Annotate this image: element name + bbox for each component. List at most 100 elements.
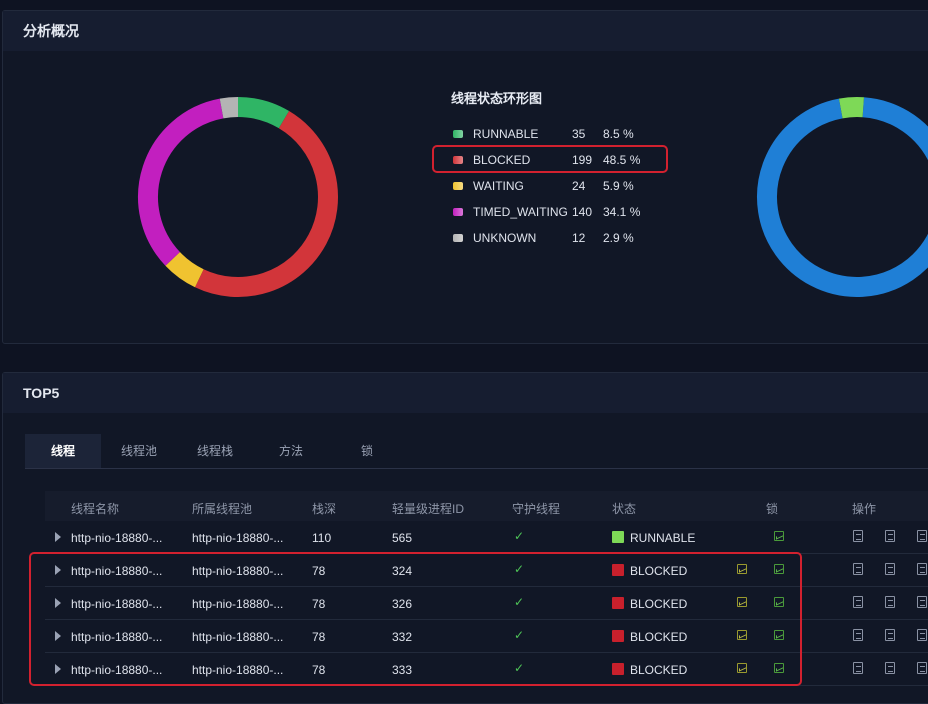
- blocked-lock-icon[interactable]: [737, 630, 747, 640]
- table-row[interactable]: http-nio-18880-... http-nio-18880-... 78 33…: [45, 620, 928, 653]
- status-indicator: [612, 663, 624, 675]
- col-stack-depth: 栈深: [312, 502, 337, 516]
- held-lock-icon[interactable]: [774, 597, 784, 607]
- status-indicator: [612, 630, 624, 642]
- legend-pct: 5.9 %: [603, 179, 634, 193]
- col-thread-pool: 所属线程池: [192, 502, 253, 516]
- tab-thread-stack[interactable]: 线程栈: [196, 444, 233, 458]
- cell-lwp-id: 333: [392, 663, 413, 677]
- held-lock-icon[interactable]: [774, 564, 784, 574]
- cell-status: BLOCKED: [630, 564, 688, 578]
- detail-icon[interactable]: [853, 596, 863, 608]
- detail-icon[interactable]: [853, 563, 863, 575]
- cell-thread-name[interactable]: http-nio-18880-...: [71, 663, 163, 677]
- legend-name: WAITING: [473, 179, 524, 193]
- cell-status: RUNNABLE: [630, 531, 696, 545]
- list-icon[interactable]: [885, 629, 895, 641]
- list-icon[interactable]: [885, 530, 895, 542]
- daemon-check-icon: ✓: [514, 529, 525, 543]
- cell-stack-depth: 78: [312, 564, 326, 578]
- tab-lock[interactable]: 锁: [360, 444, 373, 458]
- blocked-lock-icon[interactable]: [737, 663, 747, 673]
- col-daemon: 守护线程: [512, 502, 561, 516]
- donut-slice-runnable[interactable]: [237, 97, 290, 129]
- cell-thread-name[interactable]: http-nio-18880-...: [71, 630, 163, 644]
- stack-icon[interactable]: [917, 530, 927, 542]
- stack-icon[interactable]: [917, 629, 927, 641]
- top5-panel-title: TOP5: [3, 373, 928, 413]
- legend-name: UNKNOWN: [473, 231, 537, 245]
- analysis-panel-title: 分析概况: [3, 11, 928, 51]
- list-icon[interactable]: [885, 662, 895, 674]
- cell-thread-name[interactable]: http-nio-18880-...: [71, 531, 163, 545]
- blocked-lock-icon[interactable]: [737, 597, 747, 607]
- table-row[interactable]: http-nio-18880-... http-nio-18880-... 78 32…: [45, 554, 928, 587]
- col-thread-name: 线程名称: [71, 502, 120, 516]
- donut-slice-unknown[interactable]: [219, 97, 239, 119]
- legend-count: 24: [572, 179, 586, 193]
- cell-thread-pool: http-nio-18880-...: [192, 630, 284, 644]
- held-lock-icon[interactable]: [774, 630, 784, 640]
- top5-tabs: 线程 线程池 线程栈 方法 锁: [25, 434, 928, 469]
- legend-swatch: [453, 234, 463, 242]
- cell-thread-pool: http-nio-18880-...: [192, 663, 284, 677]
- legend-count: 12: [572, 231, 586, 245]
- detail-icon[interactable]: [853, 662, 863, 674]
- cell-thread-pool: http-nio-18880-...: [192, 531, 284, 545]
- table-row[interactable]: http-nio-18880-... http-nio-18880-... 78 32…: [45, 587, 928, 620]
- expand-arrow-icon[interactable]: [55, 664, 61, 674]
- donut-slice-timed-waiting[interactable]: [138, 98, 224, 266]
- legend-pct: 8.5 %: [603, 127, 634, 141]
- tab-thread[interactable]: 线程: [25, 434, 101, 468]
- table-row[interactable]: http-nio-18880-... http-nio-18880-... 110 5…: [45, 521, 928, 554]
- expand-arrow-icon[interactable]: [55, 532, 61, 542]
- donut-slice-blocked[interactable]: [195, 111, 338, 297]
- daemon-check-icon: ✓: [514, 595, 525, 609]
- legend-swatch: [453, 130, 463, 138]
- daemon-check-icon: ✓: [514, 661, 525, 675]
- expand-arrow-icon[interactable]: [55, 631, 61, 641]
- held-lock-icon[interactable]: [774, 531, 784, 541]
- detail-icon[interactable]: [853, 530, 863, 542]
- held-lock-icon[interactable]: [774, 663, 784, 673]
- legend-name: TIMED_WAITING: [473, 205, 568, 219]
- legend-count: 199: [572, 153, 593, 167]
- cell-thread-name[interactable]: http-nio-18880-...: [71, 597, 163, 611]
- expand-arrow-icon[interactable]: [55, 565, 61, 575]
- cell-thread-name[interactable]: http-nio-18880-...: [71, 564, 163, 578]
- tab-method[interactable]: 方法: [278, 444, 303, 458]
- cell-lwp-id: 324: [392, 564, 413, 578]
- blocked-lock-icon[interactable]: [737, 564, 747, 574]
- top5-panel: TOP5 线程 线程池 线程栈 方法 锁 线程名称 所属线程池 栈深 轻量级进程…: [2, 372, 928, 704]
- stack-icon[interactable]: [917, 596, 927, 608]
- legend-name: BLOCKED: [473, 153, 531, 167]
- status-indicator: [612, 531, 624, 543]
- legend-pct: 2.9 %: [603, 231, 634, 245]
- daemon-check-icon: ✓: [514, 628, 525, 642]
- cell-stack-depth: 78: [312, 663, 326, 677]
- legend-swatch: [453, 182, 463, 190]
- list-icon[interactable]: [885, 563, 895, 575]
- cell-stack-depth: 78: [312, 630, 326, 644]
- expand-arrow-icon[interactable]: [55, 598, 61, 608]
- detail-icon[interactable]: [853, 629, 863, 641]
- table-row[interactable]: http-nio-18880-... http-nio-18880-... 78 33…: [45, 653, 928, 686]
- cell-status: BLOCKED: [630, 630, 688, 644]
- second-donut-chart: [757, 97, 928, 297]
- cell-lwp-id: 332: [392, 630, 413, 644]
- stack-icon[interactable]: [917, 662, 927, 674]
- cell-stack-depth: 110: [312, 531, 332, 545]
- top5-thread-table: 线程名称 所属线程池 栈深 轻量级进程ID 守护线程 状态 锁 操作 http-…: [45, 491, 928, 686]
- donut-slice-1[interactable]: [838, 97, 864, 119]
- stack-icon[interactable]: [917, 563, 927, 575]
- cell-lwp-id: 565: [392, 531, 413, 545]
- col-lock: 锁: [766, 502, 779, 516]
- legend-count: 35: [572, 127, 586, 141]
- col-lwp-id: 轻量级进程ID: [392, 502, 465, 516]
- donut-slice-0[interactable]: [757, 97, 928, 297]
- tab-thread-pool[interactable]: 线程池: [120, 444, 157, 458]
- list-icon[interactable]: [885, 596, 895, 608]
- status-indicator: [612, 564, 624, 576]
- table-header: 线程名称 所属线程池 栈深 轻量级进程ID 守护线程 状态 锁 操作: [45, 491, 928, 521]
- donut-slice-waiting[interactable]: [165, 251, 204, 288]
